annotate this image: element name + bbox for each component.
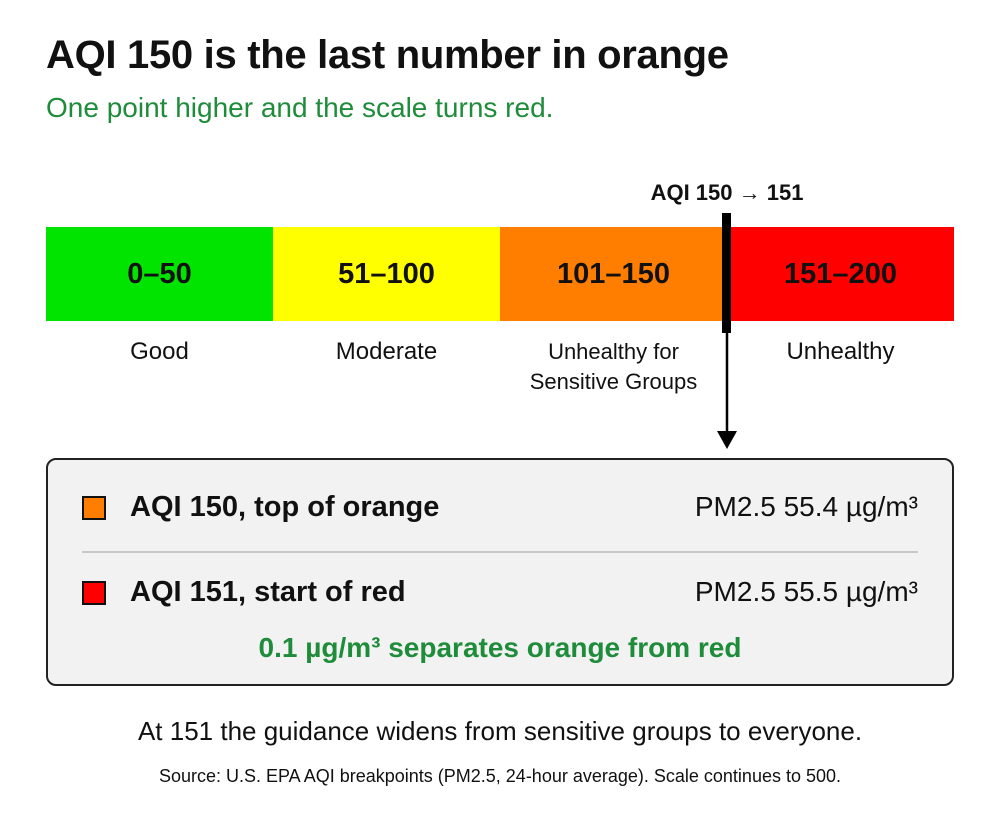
down-arrow-icon — [717, 333, 737, 449]
category-label-sensitive: Unhealthy for Sensitive Groups — [500, 337, 727, 397]
page-subtitle: One point higher and the scale turns red… — [46, 92, 554, 123]
comparison-note: 0.1 µg/m³ separates orange from red — [258, 632, 742, 663]
scale-segment-good: 0–50 — [46, 227, 273, 321]
red-swatch — [82, 581, 106, 605]
row-value: PM2.5 55.5 µg/m³ — [694, 576, 918, 607]
comparison-row-150: AQI 150, top of orange PM2.5 55.4 µg/m³ — [82, 488, 918, 528]
comparison-card: AQI 150, top of orange PM2.5 55.4 µg/m³ … — [46, 458, 954, 686]
page-title: AQI 150 is the last number in orange — [46, 33, 729, 77]
row-label: AQI 150, top of orange — [130, 491, 440, 523]
row-value: PM2.5 55.4 µg/m³ — [694, 491, 918, 522]
category-label-unhealthy: Unhealthy — [786, 338, 895, 365]
scale-segment-moderate: 51–100 — [273, 227, 500, 321]
aqi-scale-bar: 0–50 51–100 101–150 151–200 — [46, 227, 954, 321]
orange-swatch — [82, 496, 106, 520]
row-label: AQI 151, start of red — [130, 576, 406, 608]
marker-label: AQI 150 → 151 — [650, 180, 804, 205]
category-label-good: Good — [130, 338, 189, 365]
scale-segment-unhealthy: 151–200 — [727, 227, 954, 321]
divider — [82, 551, 918, 553]
category-label-sensitive-line2: Sensitive Groups — [529, 369, 698, 394]
comparison-row-151: AQI 151, start of red PM2.5 55.5 µg/m³ — [82, 573, 918, 613]
category-label-moderate: Moderate — [335, 338, 438, 365]
threshold-marker — [722, 213, 731, 333]
footnote: At 151 the guidance widens from sensitiv… — [137, 716, 863, 746]
source-note: Source: U.S. EPA AQI breakpoints (PM2.5,… — [158, 766, 842, 786]
scale-segment-sensitive: 101–150 — [500, 227, 727, 321]
category-label-sensitive-line1: Unhealthy for — [548, 339, 679, 364]
